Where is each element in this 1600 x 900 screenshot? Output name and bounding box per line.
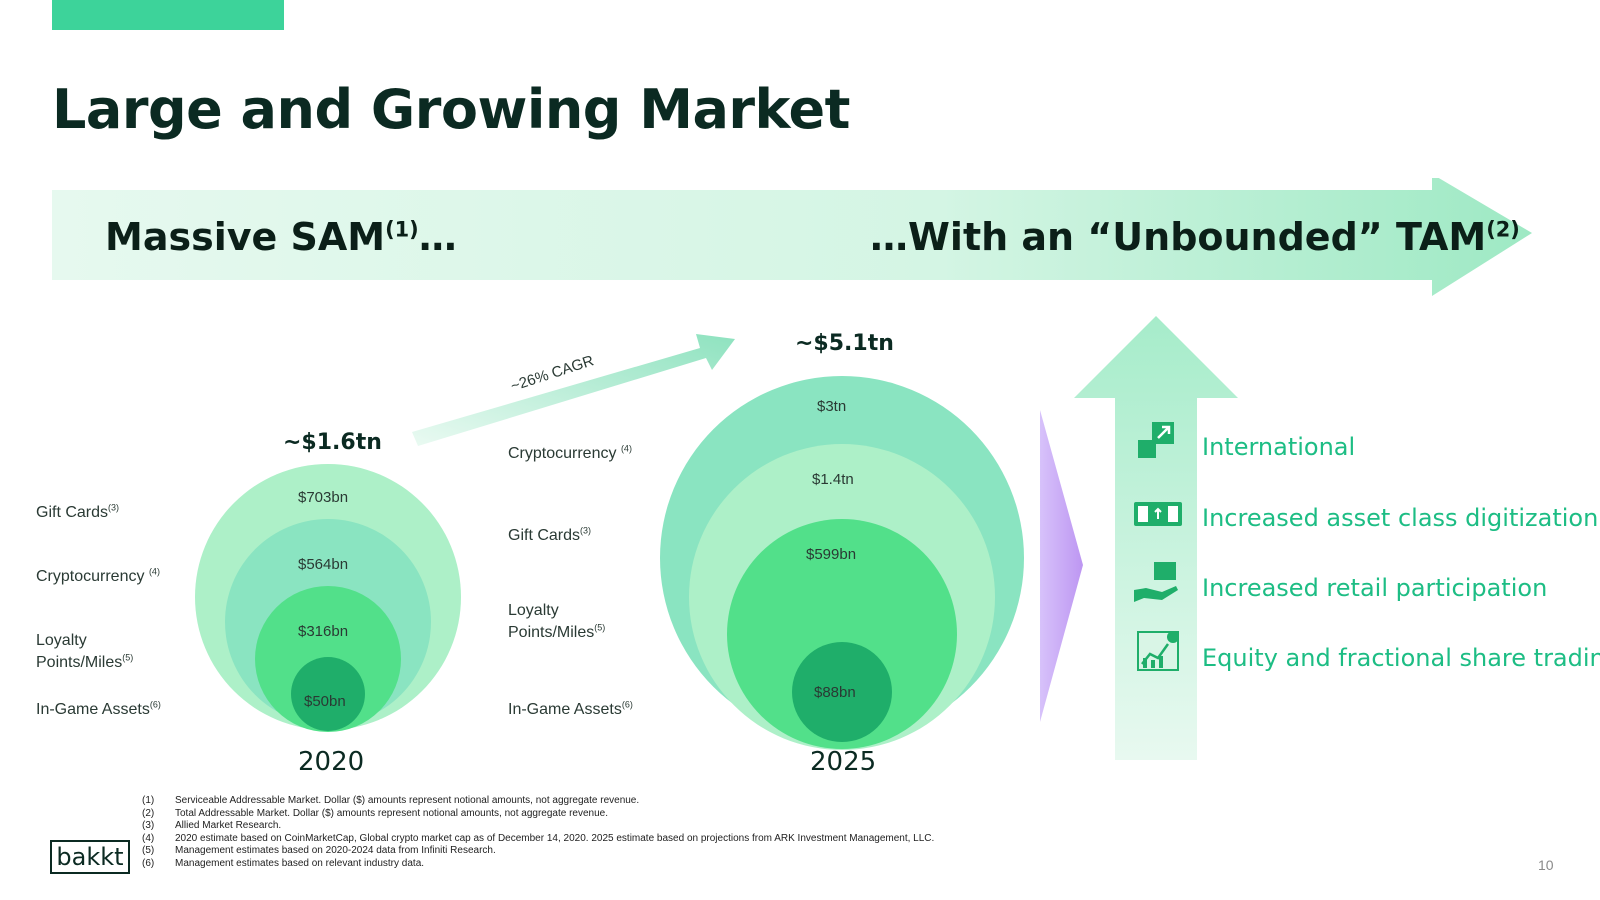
driver-retail: Increased retail participation [1202,574,1548,602]
category-2020-loyalty: Loyalty Points/Miles(5) [36,632,134,671]
stock-chart-icon [1137,631,1179,671]
category-2020-gift-cards: Gift Cards(3) [36,502,120,521]
category-2020-crypto: Cryptocurrency (4) [36,566,160,585]
value-2025-gift-cards: $1.4tn [812,471,854,488]
banknote-icon [1134,502,1182,526]
value-2025-crypto: $3tn [817,398,847,415]
ring-2020-ingame [291,657,365,731]
value-2020-gift-cards: $703bn [298,489,349,506]
driver-international: International [1202,433,1356,461]
accent-bar [52,0,284,30]
cagr-arrow [412,334,735,446]
footnote-1: (1) Serviceable Addressable Market. Dolla… [142,795,640,806]
category-2025-ingame: In-Game Assets(6) [508,699,633,718]
purple-chevron [1040,410,1083,722]
year-2020: 2020 [298,747,365,777]
footnote-2: (2) Total Addressable Market. Dollar ($) … [142,807,609,819]
hand-box-icon [1134,562,1178,602]
banner-arrow [52,178,1532,296]
year-2025: 2025 [810,747,877,777]
expand-arrow-icon [1138,422,1174,458]
value-2025-loyalty: $599bn [806,546,857,563]
circles-2020 [195,464,461,732]
category-2025-gift-cards: Gift Cards(3) [508,525,592,544]
category-2020-ingame: In-Game Assets(6) [36,699,161,718]
value-2020-crypto: $564bn [298,556,349,573]
value-2020-ingame: $50bn [304,693,346,710]
page-title: Large and Growing Market [52,78,850,141]
tam-up-arrow [1074,316,1238,760]
ring-2025-loyalty [727,519,957,749]
driver-digitization: Increased asset class digitization [1202,504,1599,532]
footnote-4: (4) 2020 estimate based on CoinMarketCap,… [142,832,935,844]
value-2020-loyalty: $316bn [298,623,349,640]
banner-sam-label: Massive SAM(1)… [105,215,457,259]
total-2025: ~$5.1tn [795,331,894,356]
banner-tam-label: …With an “Unbounded” TAM(2) [870,215,1520,259]
driver-equity-trading: Equity and fractional share trading [1202,644,1600,672]
page-number: 10 [1538,857,1554,873]
ring-2025-ingame [792,642,892,742]
category-2025-crypto: Cryptocurrency (4) [508,443,632,462]
footnote-5: (5) Management estimates based on 2020-20… [142,845,496,856]
footnote-6: (6) Management estimates based on relevan… [142,857,425,869]
total-2020: ~$1.6tn [283,430,382,455]
footnotes: (1) Serviceable Addressable Market. Dolla… [142,795,934,870]
footnote-3: (3) Allied Market Research. [142,820,282,831]
circles-2025 [660,376,1024,750]
category-2025-loyalty: Loyalty Points/Miles(5) [508,602,606,641]
bakkt-logo: bakkt [50,840,130,874]
value-2025-ingame: $88bn [814,684,856,701]
